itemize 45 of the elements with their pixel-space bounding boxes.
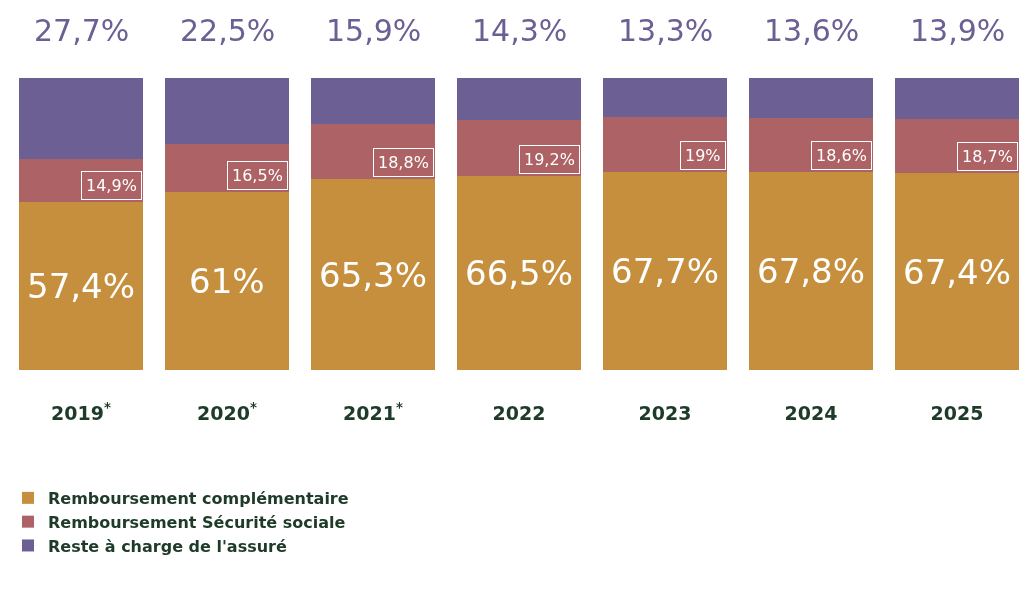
x-tick-label: 2025 bbox=[930, 402, 984, 424]
bar bbox=[310, 78, 436, 125]
data-label: 15,9% bbox=[326, 13, 422, 48]
data-label: 14,3% bbox=[472, 13, 568, 48]
data-label: 19,2% bbox=[524, 150, 575, 169]
x-tick-label: 2023 bbox=[638, 402, 692, 424]
data-label: 67,8% bbox=[757, 251, 866, 291]
data-label: 13,9% bbox=[910, 13, 1006, 48]
x-tick-label: 2019$^{*}$ bbox=[51, 400, 111, 424]
data-label: 13,3% bbox=[618, 13, 714, 48]
bar bbox=[310, 179, 436, 370]
data-label: 18,6% bbox=[816, 146, 867, 165]
bar bbox=[748, 78, 874, 118]
bar bbox=[894, 173, 1020, 370]
data-label: 61% bbox=[189, 261, 265, 301]
bar bbox=[18, 78, 144, 159]
data-label: 57,4% bbox=[27, 266, 136, 306]
bar bbox=[748, 172, 874, 370]
data-label: 16,5% bbox=[232, 166, 283, 185]
data-label: 22,5% bbox=[180, 13, 276, 48]
data-label: 18,7% bbox=[962, 147, 1013, 166]
bar bbox=[18, 202, 144, 370]
bar bbox=[602, 78, 728, 117]
data-label: 13,6% bbox=[764, 13, 860, 48]
bar bbox=[164, 191, 290, 370]
data-label: 66,5% bbox=[465, 253, 574, 293]
data-label: 67,7% bbox=[611, 251, 720, 291]
bar bbox=[602, 172, 728, 370]
x-tick-label: 2020$^{*}$ bbox=[197, 400, 257, 424]
legend-label: Remboursement Sécurité sociale bbox=[48, 512, 346, 532]
x-tick-label: 2022 bbox=[492, 402, 546, 424]
legend-label: Remboursement complémentaire bbox=[48, 489, 349, 509]
bar bbox=[894, 78, 1020, 119]
data-label: 65,3% bbox=[319, 255, 428, 295]
legend-label: Reste à charge de l'assuré bbox=[48, 536, 287, 556]
bar bbox=[456, 78, 582, 120]
x-tick-label: 2024 bbox=[784, 402, 838, 424]
data-label: 27,7% bbox=[34, 13, 130, 48]
bar bbox=[456, 175, 582, 370]
data-label: 18,8% bbox=[378, 153, 429, 172]
data-label: 67,4% bbox=[903, 252, 1012, 292]
data-label: 19% bbox=[685, 146, 721, 165]
x-tick-label: 2021$^{*}$ bbox=[343, 400, 403, 424]
data-label: 14,9% bbox=[86, 176, 137, 195]
bar bbox=[164, 78, 290, 144]
